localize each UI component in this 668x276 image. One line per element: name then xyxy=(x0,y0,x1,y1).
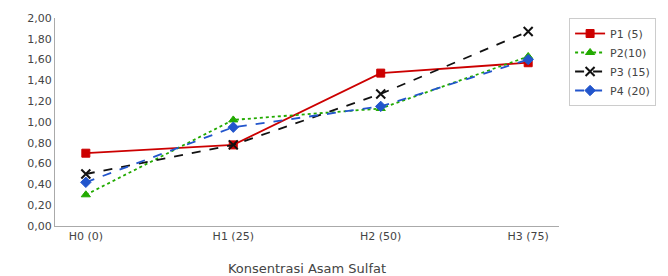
svg-text:0,40: 0,40 xyxy=(27,178,52,191)
svg-text:1,00: 1,00 xyxy=(27,116,52,129)
svg-text:1,40: 1,40 xyxy=(27,74,52,87)
svg-text:P1 (5): P1 (5) xyxy=(610,28,643,41)
svg-text:1,80: 1,80 xyxy=(27,33,52,46)
svg-text:H3 (75): H3 (75) xyxy=(508,230,549,243)
svg-text:0,60: 0,60 xyxy=(27,157,52,170)
svg-text:H0 (0): H0 (0) xyxy=(69,230,103,243)
svg-text:1,20: 1,20 xyxy=(27,95,52,108)
svg-text:P4 (20): P4 (20) xyxy=(610,85,650,98)
svg-text:H2 (50): H2 (50) xyxy=(360,230,401,243)
svg-text:0,20: 0,20 xyxy=(27,199,52,212)
svg-text:P2(10): P2(10) xyxy=(610,47,646,60)
svg-text:2,00: 2,00 xyxy=(27,12,52,25)
svg-text:0,00: 0,00 xyxy=(27,220,52,233)
svg-text:P3 (15): P3 (15) xyxy=(610,66,650,79)
svg-text:H1 (25): H1 (25) xyxy=(213,230,254,243)
svg-text:Konsentrasi Asam Sulfat: Konsentrasi Asam Sulfat xyxy=(228,261,386,276)
svg-text:0,80: 0,80 xyxy=(27,137,52,150)
svg-text:1,60: 1,60 xyxy=(27,53,52,66)
